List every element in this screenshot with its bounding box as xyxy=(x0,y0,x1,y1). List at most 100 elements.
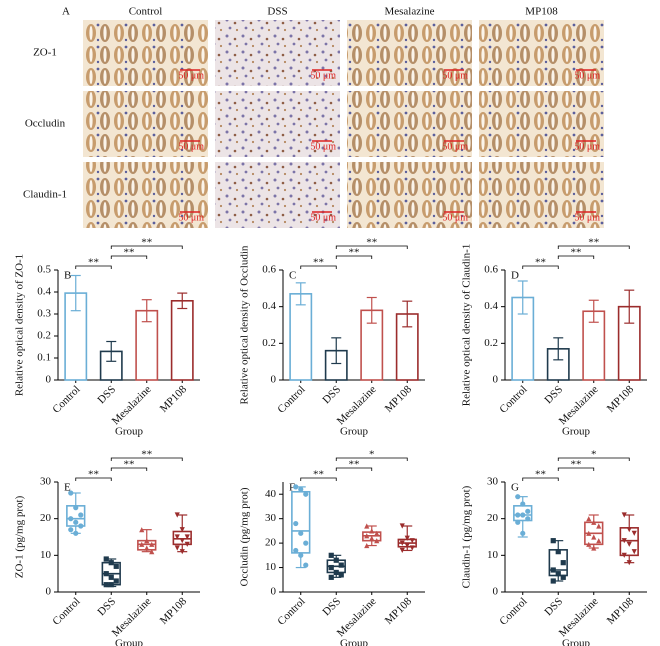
data-point xyxy=(550,538,556,544)
micrograph xyxy=(479,91,604,157)
row-label: Claudin-1 xyxy=(23,189,67,201)
scale-bar-label: 50 μm xyxy=(178,70,204,81)
x-axis-label: Group xyxy=(340,426,369,438)
data-point xyxy=(328,574,334,580)
x-tick-label: DSS xyxy=(320,595,343,618)
data-point xyxy=(555,571,561,577)
significance-label: ** xyxy=(588,237,599,249)
data-point xyxy=(73,530,79,536)
data-point xyxy=(174,534,180,540)
significance-bracket xyxy=(335,457,408,461)
x-tick-label: DSS xyxy=(542,383,565,406)
data-point xyxy=(73,519,79,525)
data-point xyxy=(364,542,370,549)
significance-label: * xyxy=(591,449,597,461)
y-tick-label: 0.4 xyxy=(484,300,498,312)
data-point xyxy=(586,530,592,536)
y-tick-label: 40 xyxy=(265,488,277,500)
x-tick-label: Mesalazine xyxy=(335,383,379,427)
data-point xyxy=(591,519,597,525)
x-tick-label: MP108 xyxy=(605,595,637,627)
data-point xyxy=(293,484,299,490)
column-header: DSS xyxy=(267,6,287,18)
significance-label: ** xyxy=(535,469,546,481)
significance-bracket xyxy=(110,245,183,249)
data-point xyxy=(621,552,627,558)
x-tick-label: MP108 xyxy=(605,383,637,415)
significance-label: ** xyxy=(571,459,582,471)
data-point xyxy=(374,530,380,536)
micrograph xyxy=(479,20,604,86)
data-point xyxy=(399,547,405,554)
data-point xyxy=(333,569,339,576)
y-tick-label: 0.6 xyxy=(484,264,498,276)
y-tick-label: 0.4 xyxy=(37,286,51,298)
y-axis-label: Relative optical density of Claudin-1 xyxy=(461,244,473,407)
data-point xyxy=(184,534,190,540)
scale-bar-label: 50 μm xyxy=(574,141,600,152)
data-point xyxy=(293,547,299,554)
data-point xyxy=(515,519,521,525)
data-point xyxy=(179,549,185,555)
data-point xyxy=(144,545,150,551)
data-point xyxy=(626,541,632,547)
significance-bracket xyxy=(335,245,408,249)
data-point xyxy=(174,512,180,518)
data-point xyxy=(113,563,119,569)
data-point xyxy=(409,538,415,544)
scale-bar-label: 50 μm xyxy=(574,212,600,223)
y-tick-label: 0.2 xyxy=(37,330,51,342)
data-point xyxy=(369,528,375,534)
significance-label: ** xyxy=(313,257,324,269)
error-bar xyxy=(517,280,528,315)
data-point xyxy=(293,520,299,527)
data-point xyxy=(515,512,521,518)
significance-bracket xyxy=(557,457,630,461)
y-tick-label: 20 xyxy=(487,512,499,524)
x-tick-label: Control xyxy=(50,595,82,627)
data-point xyxy=(586,516,592,522)
data-point xyxy=(626,560,632,566)
micrograph xyxy=(479,162,604,228)
x-tick-label: Control xyxy=(50,383,82,415)
bar xyxy=(289,293,313,381)
data-point xyxy=(108,560,114,566)
x-tick-label: MP108 xyxy=(383,383,415,415)
significance-label: ** xyxy=(124,247,135,259)
x-tick-label: MP108 xyxy=(158,383,190,415)
data-point xyxy=(409,545,415,551)
data-point xyxy=(303,540,309,546)
data-point xyxy=(631,549,637,555)
y-tick-label: 0 xyxy=(46,586,52,598)
row-label: Occludin xyxy=(25,118,66,130)
panel-label: A xyxy=(62,6,70,18)
data-point xyxy=(298,552,304,558)
x-tick-label: DSS xyxy=(95,383,118,406)
data-point xyxy=(364,533,370,539)
data-point xyxy=(404,535,410,541)
data-point xyxy=(631,530,637,536)
significance-bracket xyxy=(75,265,112,269)
data-point xyxy=(179,538,185,544)
data-point xyxy=(399,540,405,546)
data-point xyxy=(149,541,155,547)
error-bar xyxy=(402,300,413,328)
y-tick-label: 0 xyxy=(493,586,499,598)
data-point xyxy=(184,541,190,547)
x-tick-label: DSS xyxy=(95,595,118,618)
x-tick-label: MP108 xyxy=(158,595,190,627)
data-point xyxy=(550,578,556,584)
data-point xyxy=(108,582,114,588)
error-bar xyxy=(141,299,152,323)
y-axis-label: Relative optical density of ZO-1 xyxy=(14,254,26,396)
micrograph xyxy=(83,162,208,228)
data-point xyxy=(525,508,531,514)
y-tick-label: 0.5 xyxy=(37,264,51,276)
data-point xyxy=(139,527,145,533)
data-point xyxy=(338,562,344,568)
micrograph xyxy=(347,20,472,86)
data-point xyxy=(515,494,521,500)
column-header: Mesalazine xyxy=(384,6,434,18)
significance-bracket xyxy=(300,477,337,481)
data-point xyxy=(68,527,74,533)
